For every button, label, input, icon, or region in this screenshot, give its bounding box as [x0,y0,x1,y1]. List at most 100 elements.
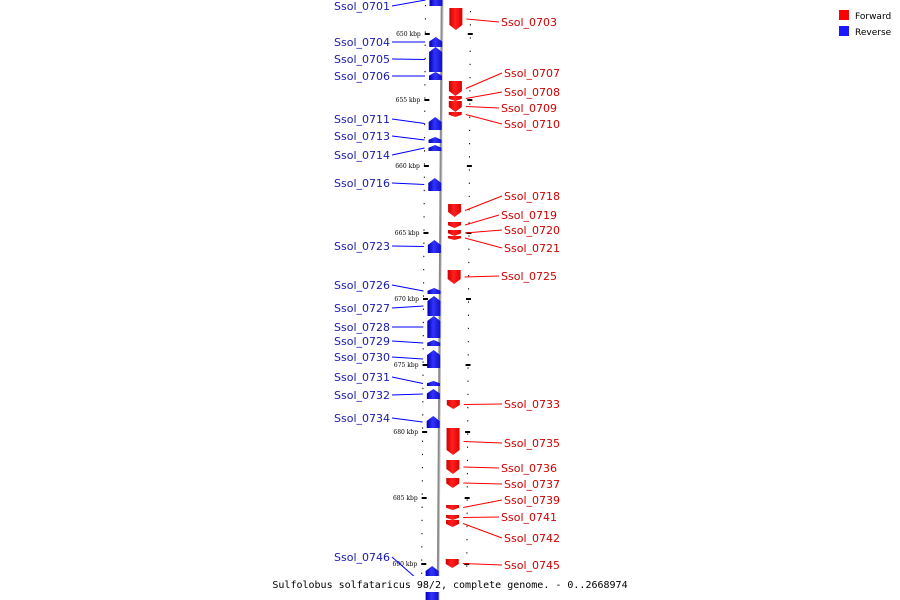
gene-arrow[interactable] [426,416,440,428]
reverse-gene-Ssol_0731[interactable]: Ssol_0731 [334,371,440,386]
forward-gene-Ssol_0720[interactable]: Ssol_0720 [447,224,560,237]
gene-arrow[interactable] [448,222,461,228]
reverse-gene-Ssol_0728[interactable]: Ssol_0728 [334,316,441,338]
forward-gene-Ssol_0725[interactable]: Ssol_0725 [447,270,557,284]
gene-arrow[interactable] [427,296,441,316]
gene-label[interactable]: Ssol_0713 [334,130,390,143]
gene-label[interactable]: Ssol_0708 [504,86,560,99]
gene-arrow[interactable] [426,381,440,386]
gene-label[interactable]: Ssol_0728 [334,321,390,334]
forward-gene-Ssol_0741[interactable]: Ssol_0741 [446,511,557,524]
reverse-gene-Ssol_0714[interactable]: Ssol_0714 [334,145,442,162]
gene-label[interactable]: Ssol_0710 [504,118,560,131]
forward-gene-Ssol_0742[interactable]: Ssol_0742 [446,520,560,545]
forward-gene-Ssol_0703[interactable]: Ssol_0703 [449,8,557,30]
gene-arrow[interactable] [428,145,442,151]
gene-arrow[interactable] [446,460,460,474]
gene-arrow[interactable] [426,389,440,399]
gene-arrow[interactable] [428,137,442,143]
gene-arrow[interactable] [427,288,441,294]
gene-arrow[interactable] [427,350,441,368]
forward-gene-Ssol_0737[interactable]: Ssol_0737 [446,478,560,491]
gene-label[interactable]: Ssol_0719 [501,209,557,222]
gene-arrow[interactable] [446,400,460,409]
reverse-gene-Ssol_0729[interactable]: Ssol_0729 [334,335,441,348]
gene-arrow[interactable] [448,101,462,112]
gene-arrow[interactable] [445,559,459,568]
forward-gene-Ssol_0736[interactable]: Ssol_0736 [446,460,557,475]
gene-label[interactable]: Ssol_0701 [334,0,390,13]
gene-label[interactable]: Ssol_0714 [334,149,390,162]
gene-label[interactable]: Ssol_0732 [334,389,390,402]
forward-gene-Ssol_0735[interactable]: Ssol_0735 [446,428,560,455]
forward-gene-Ssol_0745[interactable]: Ssol_0745 [445,559,560,572]
gene-arrow[interactable] [427,240,441,253]
gene-label[interactable]: Ssol_0729 [334,335,390,348]
forward-gene-Ssol_0708[interactable]: Ssol_0708 [448,86,560,101]
forward-gene-Ssol_0709[interactable]: Ssol_0709 [448,101,557,115]
gene-label[interactable]: Ssol_0711 [334,113,390,126]
gene-label[interactable]: Ssol_0709 [501,102,557,115]
gene-arrow[interactable] [448,112,462,117]
gene-arrow[interactable] [448,81,462,96]
gene-label[interactable]: Ssol_0735 [504,437,560,450]
gene-arrow[interactable] [427,340,441,346]
gene-arrow[interactable] [446,505,460,510]
gene-arrow[interactable] [429,37,443,47]
gene-label[interactable]: Ssol_0739 [504,494,560,507]
reverse-gene-Ssol_0727[interactable]: Ssol_0727 [334,296,441,316]
gene-label[interactable]: Ssol_0745 [504,559,560,572]
gene-label[interactable]: Ssol_0706 [334,70,390,83]
gene-arrow[interactable] [447,270,461,284]
gene-label[interactable]: Ssol_0734 [334,412,390,425]
gene-label[interactable]: Ssol_0731 [334,371,390,384]
forward-gene-Ssol_0707[interactable]: Ssol_0707 [448,67,560,96]
forward-gene-Ssol_0733[interactable]: Ssol_0733 [446,398,560,411]
forward-gene-Ssol_0710[interactable]: Ssol_0710 [448,112,560,131]
forward-gene-Ssol_0718[interactable]: Ssol_0718 [448,190,560,217]
gene-label[interactable]: Ssol_0707 [504,67,560,80]
reverse-gene-Ssol_0734[interactable]: Ssol_0734 [334,412,440,428]
gene-arrow[interactable] [429,47,443,72]
gene-label[interactable]: Ssol_0727 [334,302,390,315]
gene-label[interactable]: Ssol_0741 [501,511,557,524]
reverse-gene-Ssol_0723[interactable]: Ssol_0723 [334,240,441,253]
gene-arrow[interactable] [446,478,460,488]
reverse-gene-Ssol_0730[interactable]: Ssol_0730 [334,350,441,368]
gene-label[interactable]: Ssol_0704 [334,36,390,49]
reverse-gene-Ssol_0705[interactable]: Ssol_0705 [334,47,443,72]
gene-arrow[interactable] [449,8,463,30]
forward-gene-Ssol_0739[interactable]: Ssol_0739 [446,494,560,510]
gene-label[interactable]: Ssol_0721 [504,242,560,255]
gene-label[interactable]: Ssol_0725 [501,270,557,283]
gene-label[interactable]: Ssol_0746 [334,551,390,564]
reverse-gene-Ssol_0746[interactable]: Ssol_0746 [334,551,439,600]
gene-arrow[interactable] [447,236,461,240]
gene-arrow[interactable] [446,520,460,527]
reverse-gene-Ssol_0716[interactable]: Ssol_0716 [334,177,442,191]
gene-label[interactable]: Ssol_0703 [501,16,557,29]
reverse-gene-Ssol_0711[interactable]: Ssol_0711 [334,113,442,130]
gene-label[interactable]: Ssol_0720 [504,224,560,237]
gene-label[interactable]: Ssol_0742 [504,532,560,545]
gene-arrow[interactable] [446,515,460,520]
gene-arrow[interactable] [448,96,462,101]
forward-gene-Ssol_0719[interactable]: Ssol_0719 [448,209,557,228]
gene-label[interactable]: Ssol_0705 [334,53,390,66]
reverse-gene-Ssol_0706[interactable]: Ssol_0706 [334,70,442,83]
gene-arrow[interactable] [428,72,442,80]
gene-label[interactable]: Ssol_0736 [501,462,557,475]
gene-arrow[interactable] [429,0,443,6]
gene-label[interactable]: Ssol_0718 [504,190,560,203]
reverse-gene-Ssol_0704[interactable]: Ssol_0704 [334,36,443,49]
reverse-gene-Ssol_0726[interactable]: Ssol_0726 [334,279,441,294]
gene-arrow[interactable] [448,204,462,217]
gene-label[interactable]: Ssol_0716 [334,177,390,190]
gene-label[interactable]: Ssol_0726 [334,279,390,292]
forward-gene-Ssol_0721[interactable]: Ssol_0721 [447,236,560,255]
gene-arrow[interactable] [428,178,442,191]
gene-label[interactable]: Ssol_0723 [334,240,390,253]
gene-arrow[interactable] [447,230,461,236]
gene-arrow[interactable] [428,117,442,130]
reverse-gene-Ssol_0732[interactable]: Ssol_0732 [334,389,440,402]
